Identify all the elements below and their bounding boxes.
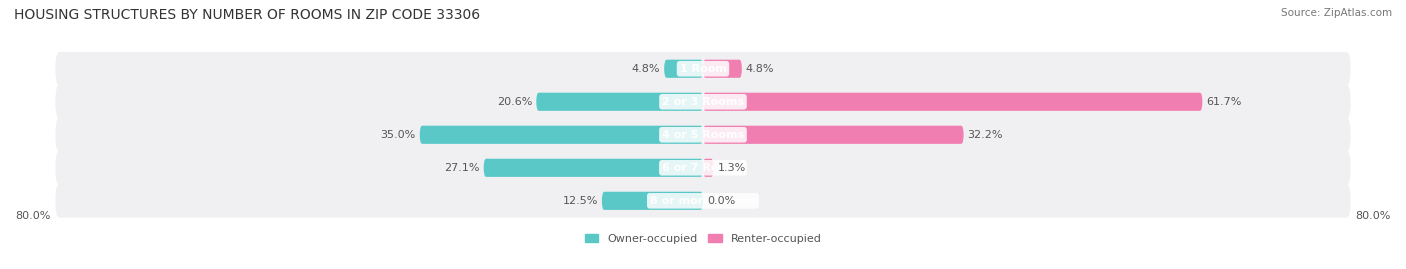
Text: 27.1%: 27.1% — [444, 163, 479, 173]
Text: 61.7%: 61.7% — [1206, 97, 1241, 107]
FancyBboxPatch shape — [703, 126, 963, 144]
Text: 4.8%: 4.8% — [747, 64, 775, 74]
Text: 1.3%: 1.3% — [717, 163, 745, 173]
Text: Source: ZipAtlas.com: Source: ZipAtlas.com — [1281, 8, 1392, 18]
FancyBboxPatch shape — [55, 85, 1351, 119]
FancyBboxPatch shape — [55, 151, 1351, 185]
Text: 6 or 7 Rooms: 6 or 7 Rooms — [662, 163, 744, 173]
Text: 12.5%: 12.5% — [562, 196, 598, 206]
Text: 8 or more Rooms: 8 or more Rooms — [650, 196, 756, 206]
Text: 80.0%: 80.0% — [1355, 211, 1391, 221]
FancyBboxPatch shape — [420, 126, 703, 144]
Text: 20.6%: 20.6% — [496, 97, 533, 107]
FancyBboxPatch shape — [55, 118, 1351, 152]
Text: 35.0%: 35.0% — [381, 130, 416, 140]
Text: 80.0%: 80.0% — [15, 211, 51, 221]
FancyBboxPatch shape — [484, 159, 703, 177]
FancyBboxPatch shape — [602, 192, 703, 210]
Text: 32.2%: 32.2% — [967, 130, 1002, 140]
Text: 2 or 3 Rooms: 2 or 3 Rooms — [662, 97, 744, 107]
Text: 4 or 5 Rooms: 4 or 5 Rooms — [662, 130, 744, 140]
Legend: Owner-occupied, Renter-occupied: Owner-occupied, Renter-occupied — [581, 229, 825, 248]
FancyBboxPatch shape — [664, 60, 703, 78]
FancyBboxPatch shape — [703, 159, 713, 177]
Text: 0.0%: 0.0% — [707, 196, 735, 206]
Text: 4.8%: 4.8% — [631, 64, 659, 74]
FancyBboxPatch shape — [703, 93, 1202, 111]
FancyBboxPatch shape — [55, 52, 1351, 86]
FancyBboxPatch shape — [536, 93, 703, 111]
Text: HOUSING STRUCTURES BY NUMBER OF ROOMS IN ZIP CODE 33306: HOUSING STRUCTURES BY NUMBER OF ROOMS IN… — [14, 8, 481, 22]
FancyBboxPatch shape — [55, 184, 1351, 218]
FancyBboxPatch shape — [703, 60, 742, 78]
Text: 1 Room: 1 Room — [679, 64, 727, 74]
